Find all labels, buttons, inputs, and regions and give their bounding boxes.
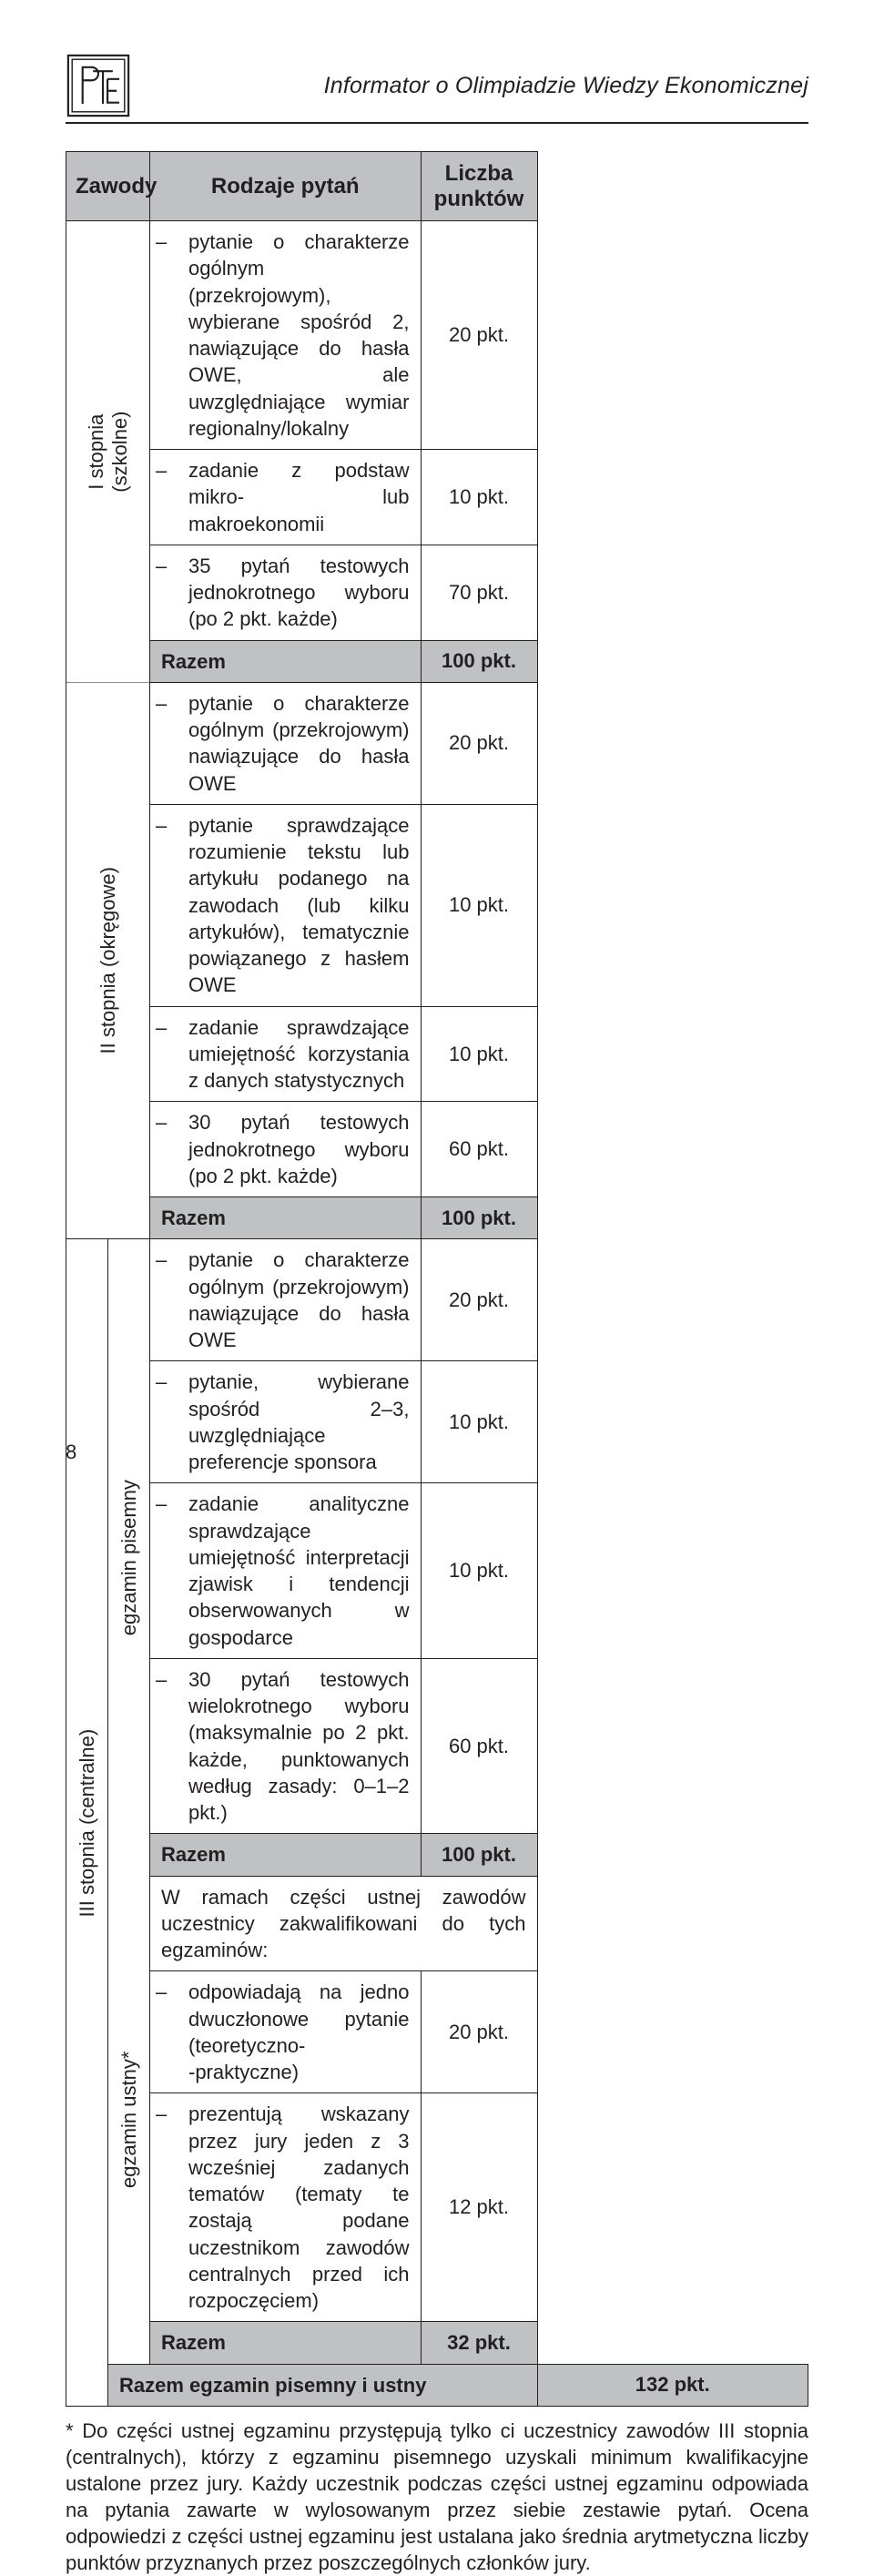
s2-r2-pts: 10 pkt. — [421, 1006, 537, 1102]
vlabel-stage1-text: I stopnia (szkolne) — [85, 411, 131, 492]
s3a-r0-text: –pytanie o charakterze ogólnym (przekroj… — [161, 1247, 410, 1353]
vlabel-stage3b: egzamin ustny* — [108, 1876, 150, 2364]
s1-r0-pts: 20 pkt. — [421, 221, 537, 450]
page-number: 8 — [66, 1441, 76, 1464]
s3a-sum-pts: 100 pkt. — [421, 1834, 537, 1876]
s3b-intro: W ramach części ustnej zawodów uczestnic… — [150, 1876, 538, 1971]
vlabel-stage3: III stopnia (centralne) — [66, 1239, 108, 2407]
th-zawody: Zawody — [66, 152, 150, 221]
s2-r0-pts: 20 pkt. — [421, 682, 537, 804]
vlabel-stage1: I stopnia (szkolne) — [66, 221, 150, 683]
s3-total-text: Razem egzamin pisemny i ustny — [108, 2364, 538, 2406]
s3a-r2-pts: 10 pkt. — [421, 1483, 537, 1659]
header-rule — [66, 122, 808, 124]
s3a-r1-pts: 10 pkt. — [421, 1361, 537, 1483]
points-table: Zawody Rodzaje pytań Liczba punktów I st… — [66, 151, 808, 2407]
s3b-sum-pts: 32 pkt. — [421, 2322, 537, 2364]
s3-total-pts: 132 pkt. — [537, 2364, 808, 2406]
header-title: Informator o Olimpiadzie Wiedzy Ekonomic… — [147, 73, 808, 99]
s3a-r2-text: –zadanie analityczne sprawdzające umieję… — [161, 1491, 410, 1651]
s3a-sum-text: Razem — [150, 1834, 422, 1876]
th-rodzaje: Rodzaje pytań — [150, 152, 422, 221]
vlabel-stage2: II stopnia (okręgowe) — [66, 682, 150, 1239]
s3a-r3-text: –30 pytań testowych wielokrotnego wyboru… — [161, 1666, 410, 1827]
s1-r1-pts: 10 pkt. — [421, 450, 537, 545]
s2-r2-text: –zadanie sprawdzające umiejętność korzys… — [161, 1014, 410, 1095]
s3b-sum-text: Razem — [150, 2322, 422, 2364]
s3b-r1-pts: 12 pkt. — [421, 2093, 537, 2322]
s2-r1-text: –pytanie sprawdzające rozumienie tekstu … — [161, 812, 410, 999]
s3a-r3-pts: 60 pkt. — [421, 1658, 537, 1834]
s1-sum-pts: 100 pkt. — [421, 640, 537, 682]
s1-r1-text: –zadanie z podstaw mikro- lub makroekono… — [161, 457, 410, 537]
s2-r0-text: –pytanie o charakterze ogólnym (przekroj… — [161, 690, 410, 797]
s3b-r1-text: –prezentują wskazany przez jury jeden z … — [161, 2101, 410, 2314]
th-punkty: Liczba punktów — [421, 152, 537, 221]
s3b-r0-text: –odpowiadają na jedno dwuczłonowe pytani… — [161, 1979, 410, 2085]
s3b-r0-pts: 20 pkt. — [421, 1971, 537, 2093]
footnote: * Do części ustnej egzaminu przystępują … — [66, 2418, 808, 2576]
s2-sum-pts: 100 pkt. — [421, 1197, 537, 1239]
s1-r2-text: –35 pytań testowych jednokrotnego wyboru… — [161, 553, 410, 633]
s3a-r0-pts: 20 pkt. — [421, 1239, 537, 1361]
s1-r0-text: –pytanie o charakterze ogólnym (przekroj… — [161, 229, 410, 442]
s2-r3-pts: 60 pkt. — [421, 1102, 537, 1197]
s1-r2-pts: 70 pkt. — [421, 545, 537, 640]
s2-r1-pts: 10 pkt. — [421, 804, 537, 1006]
s1-sum-text: Razem — [150, 640, 422, 682]
vlabel-stage3a: egzamin pisemny — [108, 1239, 150, 1876]
s2-r3-text: –30 pytań testowych jednokrotnego wyboru… — [161, 1109, 410, 1189]
pte-logo-icon — [66, 53, 131, 118]
s2-sum-text: Razem — [150, 1197, 422, 1239]
page-header: Informator o Olimpiadzie Wiedzy Ekonomic… — [66, 53, 808, 118]
s3a-r1-text: –pytanie, wybierane spośród 2–3, uwzględ… — [161, 1369, 410, 1475]
